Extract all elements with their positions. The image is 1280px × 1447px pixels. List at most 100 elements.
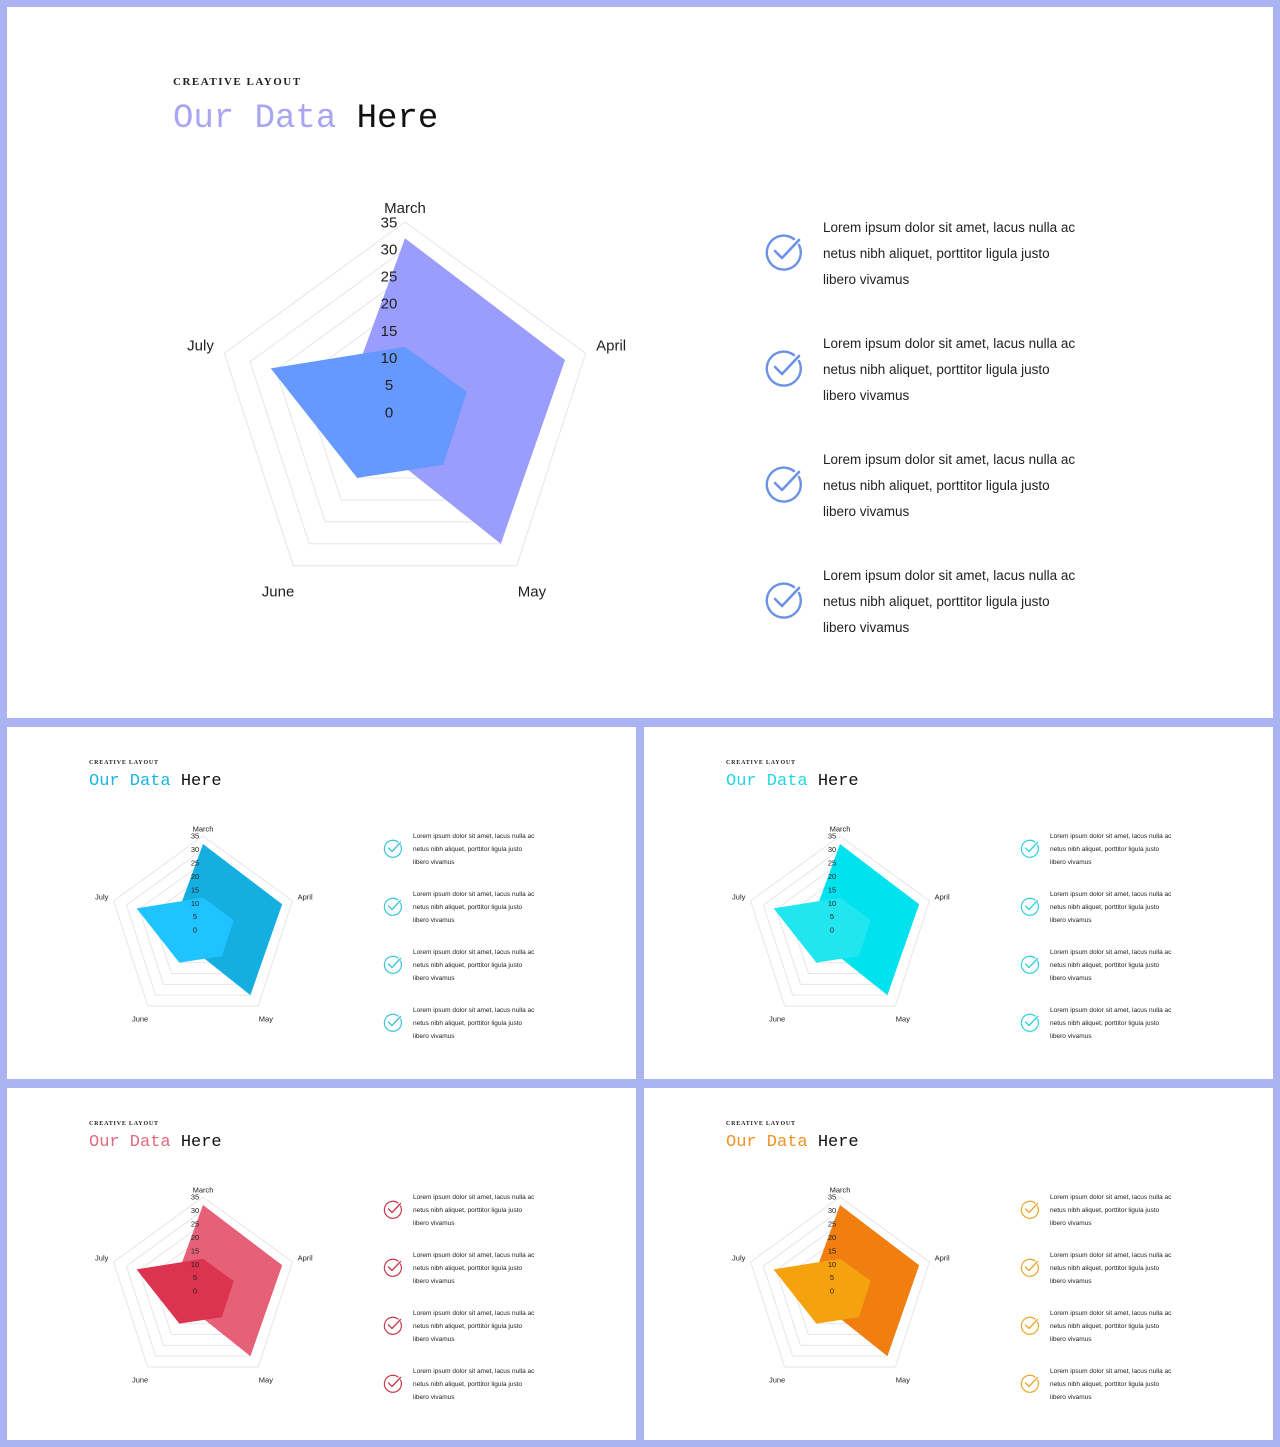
text-line: Lorem ipsum dolor sit amet, lacus nulla …	[823, 336, 1076, 351]
tick-label: 5	[193, 912, 197, 921]
list-item-text: Lorem ipsum dolor sit amet, lacus nulla …	[1050, 1191, 1171, 1230]
tick-label: 0	[830, 1287, 834, 1296]
check-circle-icon	[1020, 1200, 1039, 1219]
tick-label: 30	[828, 1206, 836, 1215]
series-2-area	[773, 1258, 871, 1324]
category-label: March	[830, 824, 851, 833]
list-item-text: Lorem ipsum dolor sit amet, lacus nulla …	[413, 946, 534, 985]
tick-label: 35	[828, 832, 836, 841]
text-line: netus nibh aliquet, porttitor ligula jus…	[1050, 846, 1160, 853]
text-line: Lorem ipsum dolor sit amet, lacus nulla …	[413, 949, 535, 956]
text-line: netus nibh aliquet, porttitor ligula jus…	[1050, 962, 1160, 969]
category-label: July	[95, 893, 109, 902]
text-line: Lorem ipsum dolor sit amet, lacus nulla …	[1050, 1252, 1172, 1259]
check-circle-icon	[1020, 839, 1039, 858]
text-line: Lorem ipsum dolor sit amet, lacus nulla …	[1050, 891, 1172, 898]
list-item-text: Lorem ipsum dolor sit amet, lacus nulla …	[413, 1191, 534, 1230]
text-line: Lorem ipsum dolor sit amet, lacus nulla …	[413, 1368, 535, 1375]
text-line: netus nibh aliquet, porttitor ligula jus…	[823, 594, 1050, 609]
check-circle-icon	[383, 1374, 402, 1393]
text-line: libero vivamus	[1050, 975, 1092, 982]
text-line: netus nibh aliquet, porttitor ligula jus…	[1050, 1265, 1160, 1272]
text-line: libero vivamus	[413, 1278, 455, 1285]
title-rest: Here	[817, 772, 859, 791]
title-accent: Our Data	[173, 100, 337, 138]
tick-label: 0	[830, 926, 834, 935]
grid-ring	[113, 1196, 293, 1368]
slide-kicker: CREATIVE LAYOUT	[726, 760, 796, 766]
check-circle-icon	[383, 897, 402, 916]
text-line: libero vivamus	[413, 917, 455, 924]
text-line: libero vivamus	[1050, 917, 1092, 924]
list-item-text: Lorem ipsum dolor sit amet, lacus nulla …	[413, 1249, 534, 1288]
text-line: netus nibh aliquet, porttitor ligula jus…	[413, 962, 523, 969]
title-accent: Our Data	[726, 772, 808, 791]
text-line: libero vivamus	[823, 388, 910, 403]
text-line: netus nibh aliquet, porttitor ligula jus…	[413, 846, 523, 853]
list-item-text: Lorem ipsum dolor sit amet, lacus nulla …	[1050, 1249, 1171, 1288]
text-line: Lorem ipsum dolor sit amet, lacus nulla …	[413, 1194, 535, 1201]
check-circle-icon	[1020, 955, 1039, 974]
text-line: netus nibh aliquet, porttitor ligula jus…	[413, 1020, 523, 1027]
tick-label: 10	[191, 1260, 199, 1269]
tick-label: 15	[191, 1246, 199, 1255]
text-line: Lorem ipsum dolor sit amet, lacus nulla …	[413, 1252, 535, 1259]
text-line: Lorem ipsum dolor sit amet, lacus nulla …	[1050, 1310, 1172, 1317]
text-line: Lorem ipsum dolor sit amet, lacus nulla …	[413, 1007, 535, 1014]
text-line: libero vivamus	[413, 1220, 455, 1227]
tick-label: 25	[191, 858, 199, 867]
grid-ring	[750, 835, 930, 1007]
check-circle-icon	[383, 1013, 402, 1032]
tick-label: 10	[381, 350, 398, 367]
check-circle-icon	[765, 466, 802, 503]
list-item-text: Lorem ipsum dolor sit amet, lacus nulla …	[1050, 830, 1171, 869]
text-line: netus nibh aliquet, porttitor ligula jus…	[1050, 1323, 1160, 1330]
slide-kicker: CREATIVE LAYOUT	[89, 760, 159, 766]
series-2-area	[270, 346, 467, 478]
list-item-text: Lorem ipsum dolor sit amet, lacus nulla …	[413, 1307, 534, 1346]
text-line: netus nibh aliquet, porttitor ligula jus…	[413, 1265, 523, 1272]
tick-label: 35	[381, 214, 398, 231]
check-circle-icon	[765, 234, 802, 271]
tick-label: 35	[191, 832, 199, 841]
check-circle-icon	[1020, 1258, 1039, 1277]
tick-label: 15	[191, 885, 199, 894]
list-item-text: Lorem ipsum dolor sit amet, lacus nulla …	[823, 215, 1075, 293]
list-item-text: Lorem ipsum dolor sit amet, lacus nulla …	[1050, 888, 1171, 927]
text-line: libero vivamus	[1050, 1220, 1092, 1227]
check-circle-icon	[1020, 1013, 1039, 1032]
slide-red: CREATIVE LAYOUT Our Data Here 0 5 10 15 20 25…	[7, 1088, 636, 1440]
check-circle-icon	[383, 839, 402, 858]
title-accent: Our Data	[89, 772, 171, 791]
list-item-text: Lorem ipsum dolor sit amet, lacus nulla …	[1050, 1365, 1171, 1404]
text-line: libero vivamus	[413, 1336, 455, 1343]
list-item-text: Lorem ipsum dolor sit amet, lacus nulla …	[413, 830, 534, 869]
tick-label: 35	[828, 1193, 836, 1202]
category-label: April	[298, 893, 313, 902]
category-label: May	[896, 1375, 910, 1384]
slide-blue: CREATIVE LAYOUT Our Data Here 0 5 10 15 20 25…	[7, 727, 636, 1079]
grid-ring	[223, 221, 587, 567]
category-label: July	[732, 893, 746, 902]
tick-label: 25	[191, 1219, 199, 1228]
category-label: April	[596, 338, 626, 355]
text-line: Lorem ipsum dolor sit amet, lacus nulla …	[413, 1310, 535, 1317]
tick-label: 30	[191, 845, 199, 854]
category-label: June	[262, 583, 295, 600]
category-label: June	[769, 1375, 785, 1384]
title-rest: Here	[817, 1133, 859, 1152]
text-line: netus nibh aliquet, porttitor ligula jus…	[823, 246, 1050, 261]
title-rest: Here	[180, 1133, 222, 1152]
category-label: July	[187, 338, 214, 355]
category-label: May	[259, 1375, 273, 1384]
category-label: July	[95, 1254, 109, 1263]
category-label: June	[769, 1014, 785, 1023]
check-circle-icon	[1020, 897, 1039, 916]
text-line: netus nibh aliquet, porttitor ligula jus…	[1050, 1207, 1160, 1214]
list-item-text: Lorem ipsum dolor sit amet, lacus nulla …	[823, 447, 1075, 525]
category-label: April	[298, 1254, 313, 1263]
